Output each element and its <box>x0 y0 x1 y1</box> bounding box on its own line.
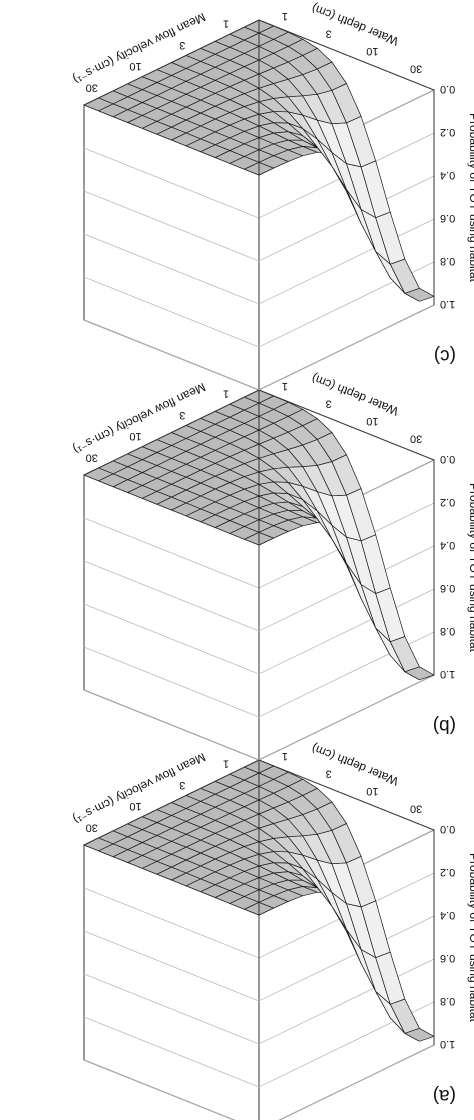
y-tick-label: 3 <box>179 39 185 51</box>
surface-panel-a: 0.0 0.2 0.4 0.6 0.8 1.0 30 10 3 1 1 3 10 30 Water dept… <box>71 741 474 1120</box>
z-gridline <box>83 261 435 348</box>
z-gridline <box>83 1001 435 1088</box>
y-tick-label: 30 <box>86 451 98 463</box>
z-gridline <box>83 304 435 391</box>
x-tick-label: 30 <box>410 802 422 814</box>
z-tick-label: 1.0 <box>440 668 455 680</box>
panel-label: (a) <box>433 1085 456 1106</box>
z-tick-label: 0.4 <box>440 169 455 181</box>
x-tick-label: 30 <box>410 62 422 74</box>
panel-label: (c) <box>434 345 456 366</box>
z-tick-label: 0.2 <box>440 126 455 138</box>
x-axis-title: Water depth (cm) <box>310 1 401 49</box>
x-tick-label: 30 <box>410 432 422 444</box>
x-tick-label: 1 <box>282 750 288 762</box>
x-tick-label: 3 <box>326 767 332 779</box>
y-tick-label: 10 <box>129 60 141 72</box>
box-edge <box>83 759 260 846</box>
x-tick-label: 1 <box>282 10 288 22</box>
z-tick-label: 1.0 <box>440 298 455 310</box>
y-tick-label: 1 <box>223 388 229 400</box>
y-tick-label: 10 <box>129 430 141 442</box>
box-edge <box>83 19 260 106</box>
z-tick-label: 0.8 <box>440 255 455 267</box>
box-edge <box>258 759 435 831</box>
box-edge <box>258 19 435 91</box>
z-tick-label: 0.6 <box>440 212 455 224</box>
x-axis-title: Water depth (cm) <box>310 741 401 789</box>
box-edge <box>258 389 435 461</box>
y-tick-label: 10 <box>129 800 141 812</box>
y-tick-label: 30 <box>86 81 98 93</box>
z-axis-title: Probability of YOY using habitat <box>467 853 474 1023</box>
z-tick-label: 1.0 <box>440 1038 455 1050</box>
y-tick-label: 1 <box>223 758 229 770</box>
z-axis-title: Probability of YOY using habitat <box>467 483 474 653</box>
x-tick-label: 3 <box>326 27 332 39</box>
x-tick-label: 10 <box>366 785 378 797</box>
z-tick-label: 0.0 <box>440 823 455 835</box>
z-tick-label: 0.4 <box>440 539 455 551</box>
surface-panel-b: 0.0 0.2 0.4 0.6 0.8 1.0 30 10 3 1 1 3 10 30 Water dept… <box>71 371 474 761</box>
panel-label: (b) <box>433 715 456 736</box>
y-tick-label: 3 <box>179 409 185 421</box>
z-tick-label: 0.6 <box>440 582 455 594</box>
y-tick-label: 3 <box>179 779 185 791</box>
z-tick-label: 0.8 <box>440 625 455 637</box>
x-tick-label: 3 <box>326 397 332 409</box>
x-tick-label: 1 <box>282 380 288 392</box>
y-tick-label: 30 <box>86 821 98 833</box>
x-axis-title: Water depth (cm) <box>310 371 401 419</box>
z-tick-label: 0.4 <box>440 909 455 921</box>
z-gridline <box>83 674 435 761</box>
rotated-figure: 0.0 0.2 0.4 0.6 0.8 1.0 30 10 3 1 1 3 10 30 Water dept… <box>71 1 474 1120</box>
z-tick-label: 0.2 <box>440 866 455 878</box>
z-tick-label: 0.6 <box>440 952 455 964</box>
z-gridline <box>83 1044 435 1120</box>
x-tick-label: 10 <box>366 45 378 57</box>
surface-panel-c: 0.0 0.2 0.4 0.6 0.8 1.0 30 10 3 1 1 3 10 30 Water dept… <box>71 1 474 391</box>
z-gridline <box>83 631 435 718</box>
y-tick-label: 1 <box>223 18 229 30</box>
x-tick-label: 10 <box>366 415 378 427</box>
box-edge <box>83 389 260 476</box>
z-axis-title: Probability of YOY using habitat <box>467 113 474 283</box>
z-tick-label: 0.8 <box>440 995 455 1007</box>
z-tick-label: 0.0 <box>440 83 455 95</box>
z-tick-label: 0.2 <box>440 496 455 508</box>
z-tick-label: 0.0 <box>440 453 455 465</box>
